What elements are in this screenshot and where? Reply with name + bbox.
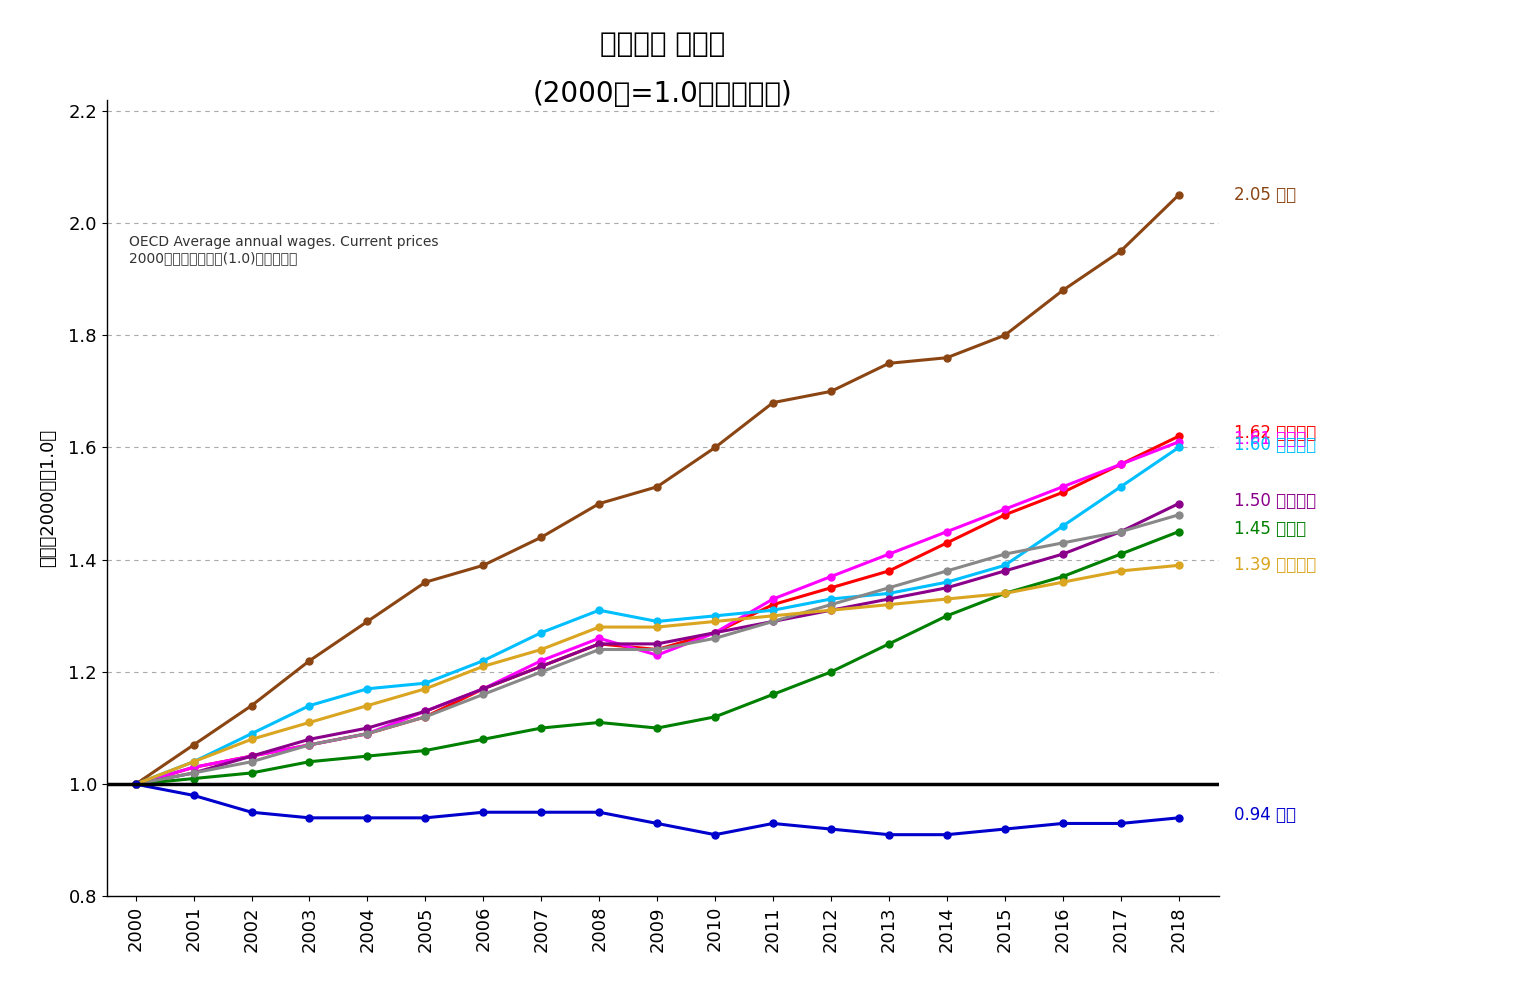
Text: 1.50 フランス: 1.50 フランス: [1234, 492, 1317, 510]
Text: (2000年=1.0とした倍率): (2000年=1.0とした倍率): [533, 80, 792, 108]
Text: 1.45 ドイツ: 1.45 ドイツ: [1234, 520, 1306, 538]
Text: 2.05 韓国: 2.05 韓国: [1234, 186, 1297, 204]
Text: 1.60 イギリス: 1.60 イギリス: [1234, 435, 1317, 454]
Text: OECD Average annual wages. Current prices
2000年の数値を基準(1.0)とした倍率: OECD Average annual wages. Current price…: [130, 235, 439, 265]
Y-axis label: 倍率（2000年＝1.0）: 倍率（2000年＝1.0）: [40, 429, 56, 567]
Text: 0.94 日本: 0.94 日本: [1234, 806, 1297, 824]
Text: 平均給与 名目値: 平均給与 名目値: [600, 30, 725, 58]
Text: 1.39 イタリア: 1.39 イタリア: [1234, 557, 1317, 575]
Text: 1.62 アメリカ: 1.62 アメリカ: [1234, 424, 1317, 442]
Text: 1.61 カナダ: 1.61 カナダ: [1234, 430, 1306, 448]
